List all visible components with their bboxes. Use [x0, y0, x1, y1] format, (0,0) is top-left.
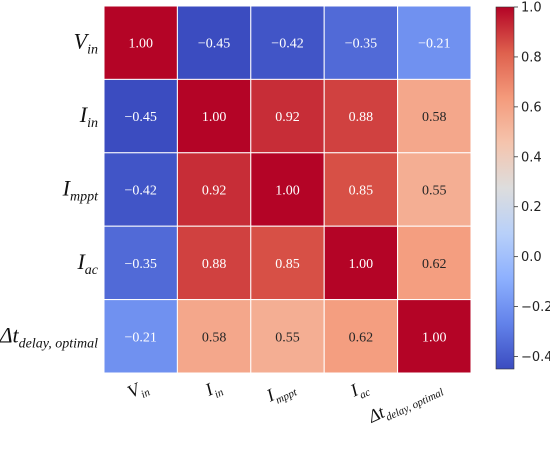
colorbar-tick-label: 0.2 — [521, 200, 542, 215]
heatmap-cell-r0-c4 — [397, 5, 472, 80]
cell-value-label: 1.00 — [275, 184, 300, 199]
cell-value-label: 1.00 — [128, 37, 153, 52]
heatmap-cell-r3-c1 — [176, 225, 252, 301]
colorbar-gradient — [496, 7, 514, 369]
row-label-3: Iac — [76, 249, 98, 278]
cell-value-label: −0.35 — [345, 37, 377, 52]
cell-value-label: 1.00 — [422, 330, 447, 345]
heatmap-cell-r0-c2 — [250, 5, 325, 80]
row-label-main: I — [62, 176, 72, 201]
cell-value-label: 1.00 — [349, 257, 374, 272]
col-label-3: Iac — [346, 375, 372, 404]
heatmap-cell-r0-c3 — [323, 5, 399, 80]
row-label-2: Imppt — [62, 176, 99, 205]
cell-value-label: −0.35 — [124, 257, 156, 272]
col-label-sub: mppt — [274, 386, 300, 407]
row-label-main: I — [76, 249, 86, 274]
col-label-4: Δtdelay, optimal — [364, 375, 446, 430]
col-label-2: Imppt — [262, 375, 299, 409]
cell-value-label: 0.58 — [202, 330, 227, 345]
row-label-sub: delay, optimal — [19, 336, 98, 351]
colorbar-tick-label: 0.0 — [521, 250, 542, 265]
heatmap-cell-r4-c1 — [176, 299, 252, 374]
colorbar-tick-label: −0.4 — [521, 350, 550, 365]
heatmap-cell-r2-c3 — [323, 152, 399, 227]
cell-value-label: 0.55 — [275, 330, 300, 345]
heatmap-cell-r0-c0 — [103, 5, 178, 80]
row-label-0: Vin — [74, 29, 98, 58]
colorbar-tick-label: 1.0 — [521, 1, 542, 16]
row-label-sub: in — [87, 116, 98, 131]
cell-value-label: 0.92 — [202, 184, 227, 199]
heatmap-cell-r4-c4 — [397, 299, 472, 374]
cell-value-label: −0.21 — [124, 330, 156, 345]
cell-value-label: 0.58 — [422, 110, 447, 125]
row-label-sub: ac — [85, 263, 99, 278]
colorbar-tick-label: 0.6 — [521, 100, 542, 115]
cell-value-label: −0.45 — [124, 110, 156, 125]
cell-value-label: 0.92 — [275, 110, 300, 125]
cell-value-label: 0.62 — [422, 257, 447, 272]
colorbar-tick-label: −0.2 — [521, 300, 550, 315]
heatmap-cell-r3-c4 — [397, 225, 472, 301]
cell-value-label: 0.62 — [349, 330, 374, 345]
cell-value-label: 0.88 — [349, 110, 374, 125]
col-label-sub: delay, optimal — [384, 386, 446, 423]
heatmap-cell-r3-c0 — [103, 225, 178, 301]
heatmap-cell-r2-c1 — [176, 152, 252, 227]
col-label-sub: in — [213, 386, 226, 401]
cell-value-label: −0.21 — [418, 37, 450, 52]
colorbar: 1.0 0.8 0.6 0.4 0.2 0.0 −0.2 −0.4 — [495, 1, 550, 370]
heatmap-cell-r4-c2 — [250, 299, 325, 374]
row-label-main: V — [74, 29, 90, 54]
cell-value-label: 1.00 — [202, 110, 227, 125]
heatmap-cell-r1-c0 — [103, 78, 178, 154]
cell-value-label: 0.85 — [275, 257, 300, 272]
cell-value-label: 0.55 — [422, 184, 447, 199]
row-label-main: I — [79, 102, 89, 127]
heatmap-cell-r0-c1 — [176, 5, 252, 80]
cell-value-label: −0.42 — [271, 37, 303, 52]
colorbar-tick-label: 0.8 — [521, 50, 542, 65]
col-label-sub: in — [139, 386, 152, 401]
col-label-0: Vin — [124, 375, 152, 405]
heatmap-cell-r3-c2 — [250, 225, 325, 301]
col-label-sub: ac — [358, 386, 373, 401]
cell-value-label: −0.42 — [124, 184, 156, 199]
heatmap-cell-r2-c4 — [397, 152, 472, 227]
cell-value-label: 0.88 — [202, 257, 227, 272]
colorbar-frame — [495, 6, 515, 370]
heatmap-cell-r3-c3 — [323, 225, 399, 301]
row-label-main: Δt — [0, 322, 20, 347]
col-label-1: Iin — [201, 375, 226, 404]
heatmap-cell-r2-c2 — [250, 152, 325, 227]
cell-value-label: −0.45 — [198, 37, 230, 52]
row-label-4: Δtdelay, optimal — [0, 322, 98, 351]
heatmap-cell-r4-c0 — [103, 299, 178, 374]
row-label-1: Iin — [79, 102, 98, 131]
heatmap-cell-r1-c4 — [397, 78, 472, 154]
cell-value-label: 0.85 — [349, 184, 374, 199]
heatmap-cell-r1-c2 — [250, 78, 325, 154]
heatmap-cells: 1.00 −0.45 −0.42 −0.35 −0.21 −0.45 1.00 0.92 0.8… — [103, 5, 472, 374]
colorbar-tick-label: 0.4 — [521, 150, 542, 165]
row-label-sub: in — [87, 43, 98, 58]
row-label-sub: mppt — [70, 190, 99, 205]
